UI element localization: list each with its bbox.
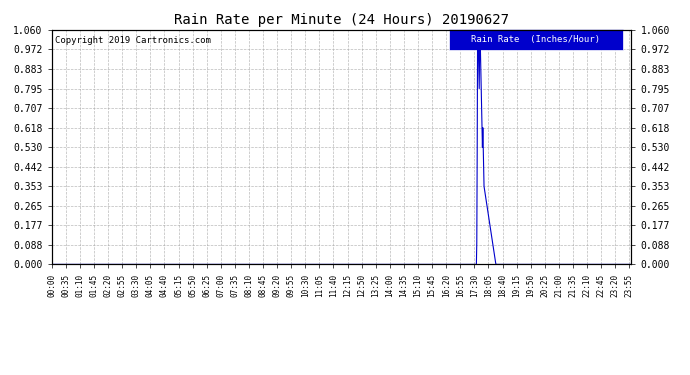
Title: Rain Rate per Minute (24 Hours) 20190627: Rain Rate per Minute (24 Hours) 20190627	[174, 13, 509, 27]
Text: Copyright 2019 Cartronics.com: Copyright 2019 Cartronics.com	[55, 36, 210, 45]
Text: Rain Rate  (Inches/Hour): Rain Rate (Inches/Hour)	[471, 35, 600, 44]
FancyBboxPatch shape	[448, 29, 622, 50]
